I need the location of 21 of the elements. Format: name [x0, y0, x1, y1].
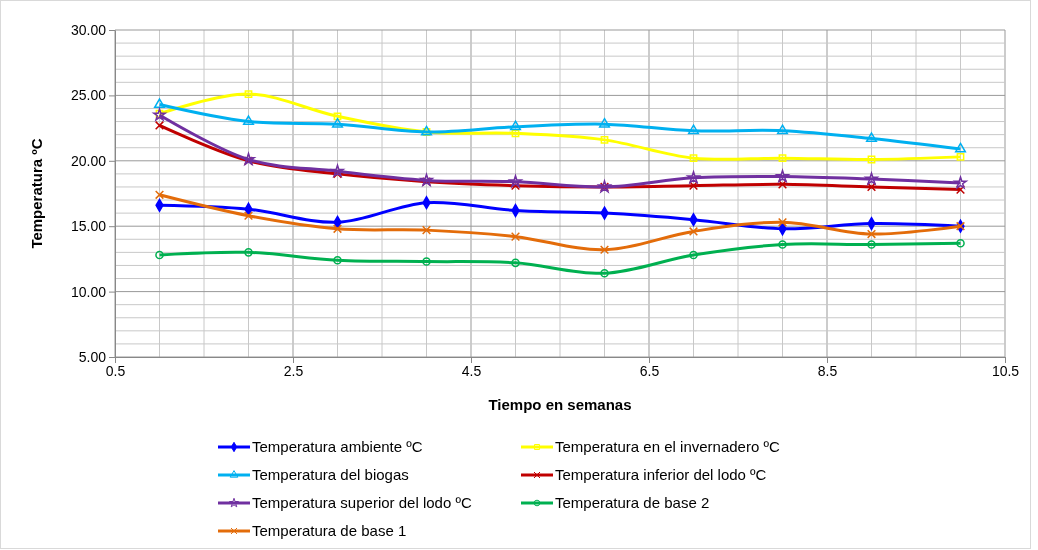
- y-tick-label: 15.00: [70, 218, 107, 235]
- x-tick-label: 8.5: [817, 362, 838, 379]
- legend-label: Temperatura superior del lodo ºC: [252, 494, 472, 511]
- y-tick-label: 10.00: [70, 283, 107, 300]
- x-axis-title: Tiempo en semanas: [488, 396, 632, 413]
- legend-label: Temperatura inferior del lodo ºC: [555, 466, 767, 483]
- legend-label: Temperatura del biogas: [252, 466, 409, 483]
- y-tick-label: 25.00: [70, 87, 107, 104]
- y-tick-label: 30.00: [70, 21, 107, 38]
- y-tick-label: 5.00: [78, 348, 107, 365]
- legend-label: Temperatura ambiente ºC: [252, 438, 423, 455]
- x-tick-label: 10.5: [991, 362, 1020, 379]
- x-tick-label: 4.5: [461, 362, 482, 379]
- x-tick-label: 6.5: [639, 362, 660, 379]
- x-tick-label: 2.5: [283, 362, 304, 379]
- x-tick-label: 0.5: [105, 362, 126, 379]
- legend-label: Temperatura de base 2: [555, 494, 710, 511]
- y-axis-title: Temperatura ºC: [28, 138, 45, 249]
- legend-label: Temperatura en el invernadero ºC: [555, 438, 780, 455]
- y-tick-label: 20.00: [70, 152, 107, 169]
- legend-label: Temperatura de base 1: [252, 522, 407, 539]
